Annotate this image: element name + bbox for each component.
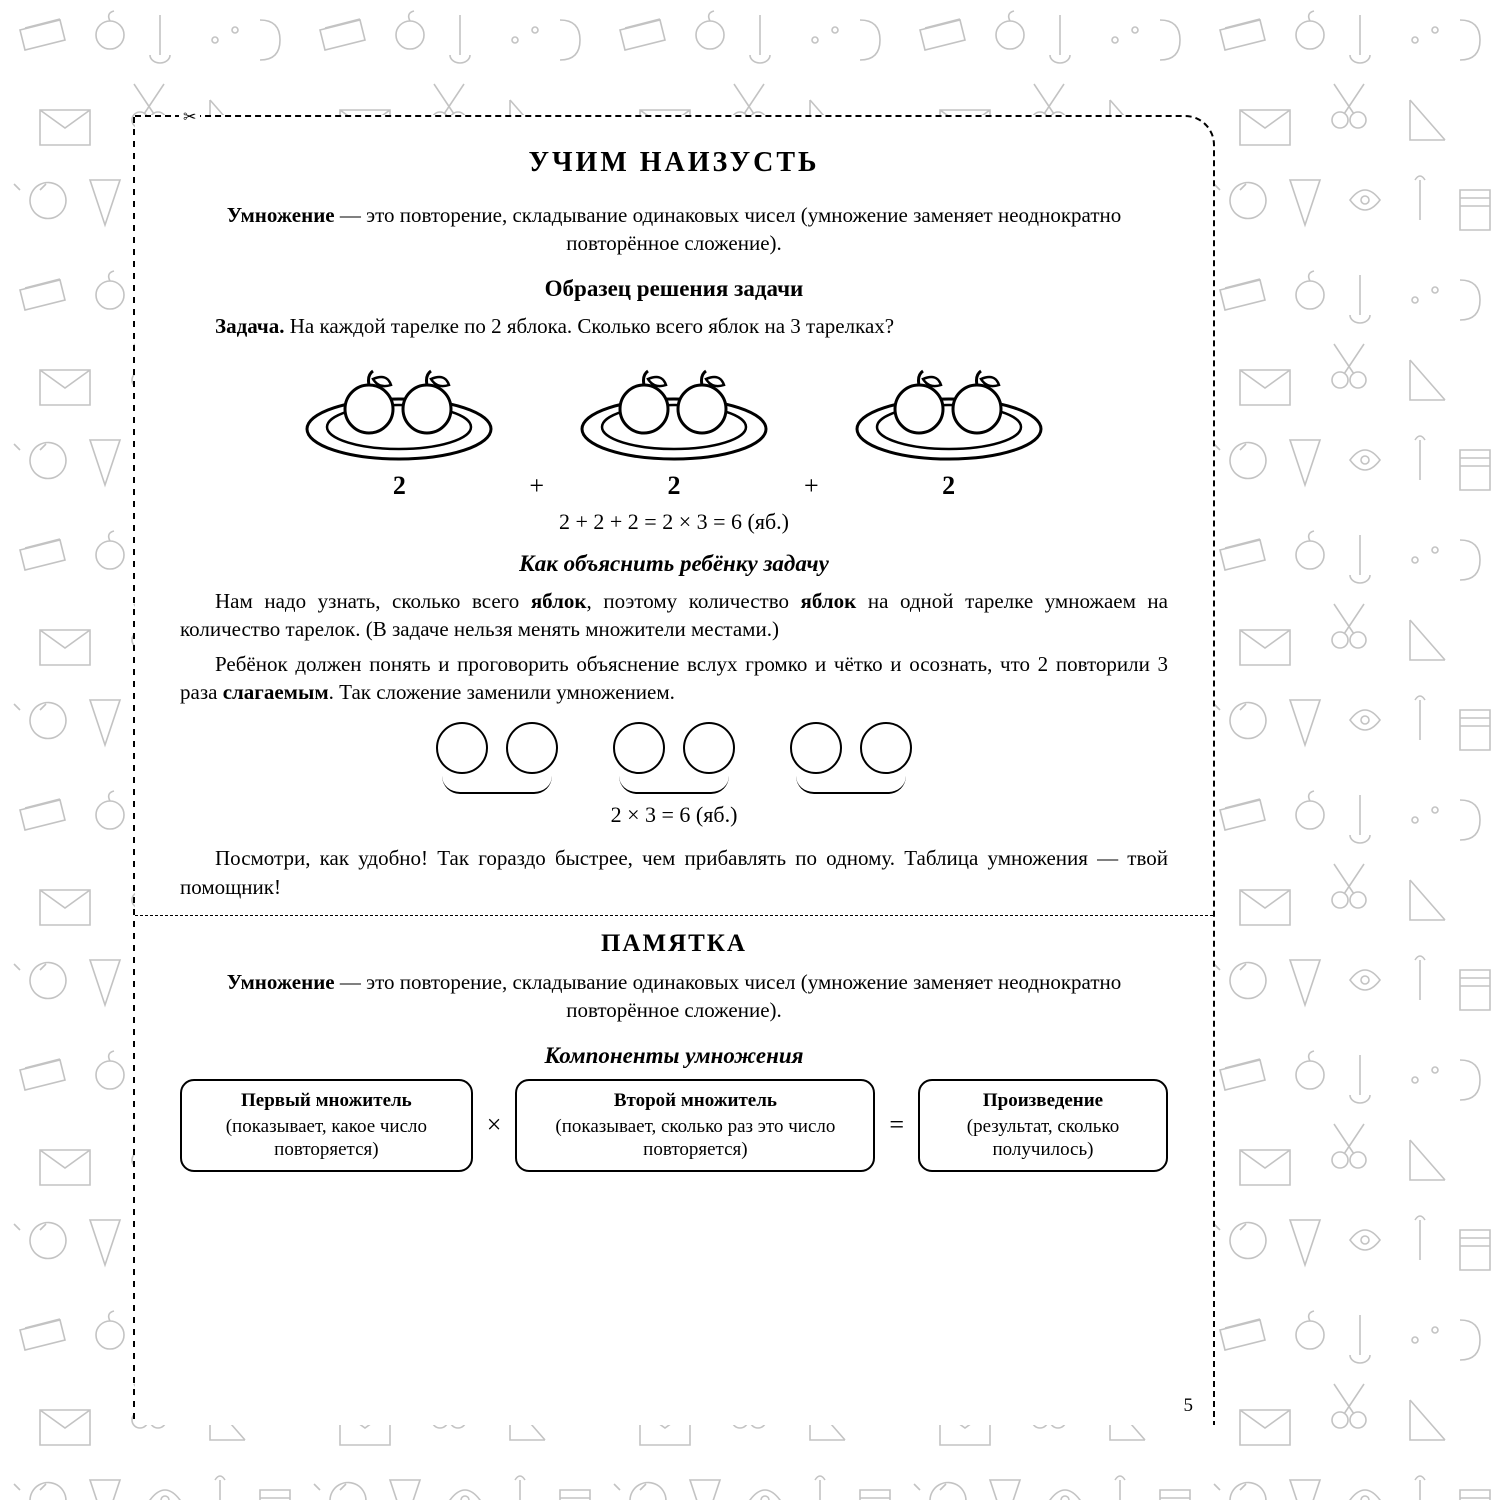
memo-title: ПАМЯТКА (180, 930, 1168, 958)
abstract-circles-row (180, 722, 1168, 794)
closing-para: Посмотри, как удобно! Так гораздо быстре… (180, 844, 1168, 901)
explanation-para-1: Нам надо узнать, сколько всего яблок, по… (180, 587, 1168, 644)
plus-1: + (509, 471, 564, 501)
component-box-2: Второй множитель (показывает, сколько ра… (515, 1079, 875, 1172)
plate-2: 2 (574, 354, 774, 501)
component-box-1: Первый множитель (показывает, какое числ… (180, 1079, 473, 1172)
task-label: Задача. (215, 314, 284, 338)
circle-pair-2 (613, 722, 735, 794)
plates-illustration-row: 2 + 2 + 2 (180, 354, 1168, 501)
component-box-3: Произведение (результат, сколько получил… (918, 1079, 1168, 1172)
plate-1: 2 (299, 354, 499, 501)
explanation-para-2: Ребёнок должен понять и проговорить объя… (180, 650, 1168, 707)
plate-value-1: 2 (299, 471, 499, 501)
plate-value-3: 2 (849, 471, 1049, 501)
equation-1: 2 + 2 + 2 = 2 × 3 = 6 (яб.) (180, 509, 1168, 535)
cut-divider (135, 915, 1213, 916)
equals-sign: = (883, 1110, 910, 1140)
intro-paragraph: Умножение — это повторение, складывание … (180, 201, 1168, 258)
main-title: УЧИМ НАИЗУСТЬ (180, 147, 1168, 179)
plate-apples-icon (299, 354, 499, 464)
components-title: Компоненты умножения (180, 1043, 1168, 1069)
circle-pair-1 (436, 722, 558, 794)
memo-intro: Умножение — это повторение, складывание … (180, 968, 1168, 1025)
circle-pair-3 (790, 722, 912, 794)
scissors-icon: ✂ (179, 107, 200, 127)
task-text: На каждой тарелке по 2 яблока. Сколько в… (284, 314, 894, 338)
page-content-frame: УЧИМ НАИЗУСТЬ Умножение — это повторение… (135, 115, 1215, 1425)
times-sign: × (481, 1110, 508, 1140)
plate-3: 2 (849, 354, 1049, 501)
task-paragraph: Задача. На каждой тарелке по 2 яблока. С… (180, 312, 1168, 340)
plate-apples-icon (849, 354, 1049, 464)
explain-title: Как объяснить ребёнку задачу (180, 551, 1168, 577)
components-row: Первый множитель (показывает, какое числ… (180, 1079, 1168, 1172)
plus-2: + (784, 471, 839, 501)
page-number: 5 (1184, 1395, 1194, 1417)
intro-text: — это повторение, складывание одинаковых… (335, 203, 1122, 255)
sample-title: Образец решения задачи (180, 276, 1168, 302)
plate-value-2: 2 (574, 471, 774, 501)
equation-2: 2 × 3 = 6 (яб.) (180, 802, 1168, 828)
intro-bold: Умножение (227, 203, 335, 227)
plate-apples-icon (574, 354, 774, 464)
